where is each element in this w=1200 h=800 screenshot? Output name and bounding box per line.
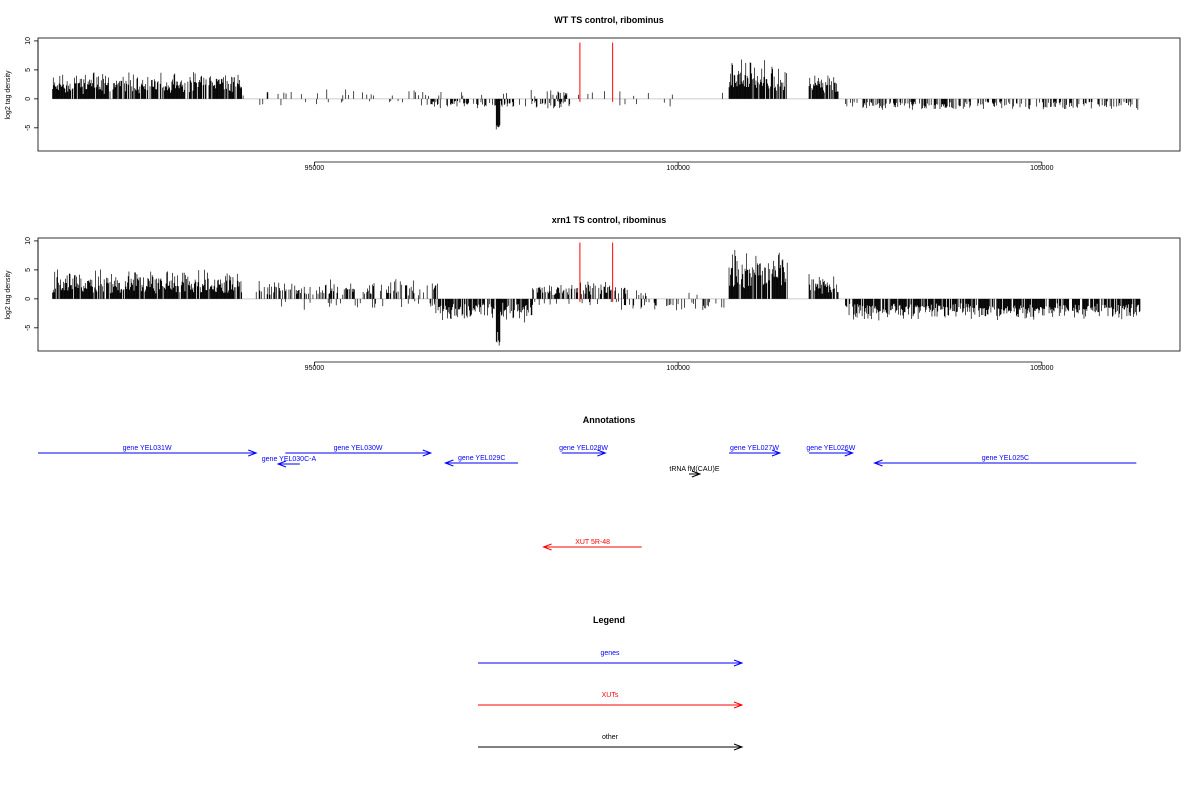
legend-label-0: genes	[600, 650, 620, 657]
xrn1-signal-region-3	[430, 298, 533, 323]
legend-title: Legend	[593, 615, 625, 625]
annotation-arrow-5	[689, 470, 702, 478]
xrn1-y-tick-label-0: -5	[25, 325, 32, 331]
annotation-label-2: gene YEL030W	[334, 445, 383, 452]
annotation-label-6: gene YEL027W	[730, 445, 779, 452]
wt-track-title: WT TS control, ribominus	[554, 15, 664, 25]
annotation-label-4: gene YEL028W	[559, 445, 608, 452]
xrn1-x-axis: 95000 100000 105000	[305, 361, 1054, 372]
xrn1-x-tick-label-2: 105000	[1030, 365, 1053, 372]
annotation-arrow-0	[38, 449, 258, 457]
legend-arrow-1	[478, 701, 744, 709]
annotation-arrow-4	[561, 449, 607, 457]
annotation-label-7: gene YEL026W	[806, 445, 855, 452]
xrn1-signal-region-9	[728, 250, 788, 299]
annotation-label-8: gene YEL025C	[982, 455, 1029, 462]
wt-xut-markers	[579, 42, 614, 102]
wt-y-tick-label-0: -5	[25, 125, 32, 131]
wt-x-tick-label-1: 100000	[666, 165, 689, 172]
xrn1-track-panel: xrn1 TS control, ribominus log2 tag dens…	[5, 215, 1181, 372]
xrn1-signal-region-1	[255, 279, 438, 299]
annotation-arrow-8	[873, 459, 1137, 467]
xrn1-signal-region-8	[636, 290, 698, 299]
xrn1-x-tick-label-0: 95000	[305, 365, 325, 372]
xrn1-signal-region-11	[845, 298, 1141, 321]
xrn1-track-ylabel: log2 tag density	[5, 270, 12, 320]
xrn1-signal-region-10	[808, 274, 839, 299]
legend-arrow-2	[478, 743, 744, 751]
wt-signal-region-8	[569, 98, 671, 107]
xrn1-signal-region-5	[532, 281, 628, 299]
wt-track-panel: WT TS control, ribominus log2 tag densit…	[5, 15, 1181, 172]
wt-x-tick-label-0: 95000	[305, 165, 325, 172]
wt-y-tick-label-3: 10	[25, 37, 32, 45]
wt-x-axis: 95000 100000 105000	[305, 161, 1054, 172]
legend-label-1: XUTs	[602, 692, 619, 699]
xrn1-signal-region-0	[52, 269, 243, 299]
wt-signal-region-7	[578, 91, 673, 99]
xrn1-xut-markers	[579, 242, 614, 302]
annotations-title: Annotations	[583, 415, 636, 425]
annotation-arrow-7	[809, 449, 855, 457]
xrn1-y-tick-label-3: 10	[25, 237, 32, 245]
wt-signal-region-3	[430, 98, 570, 109]
wt-signal-region-6	[546, 91, 568, 99]
xrn1-track-title: xrn1 TS control, ribominus	[552, 215, 667, 225]
annotation-arrow-3	[443, 459, 519, 467]
legend-arrow-0	[478, 659, 744, 667]
annotation-features: gene YEL031W gene YEL030C-A gene YEL030W ge…	[38, 445, 1137, 551]
annotation-arrow-1	[276, 460, 300, 468]
annotation-label-0: gene YEL031W	[123, 445, 172, 452]
xrn1-signal-bars	[52, 250, 1141, 346]
wt-y-tick-label-2: 5	[25, 68, 32, 72]
annotation-label-9: XUT 5R-48	[575, 539, 610, 546]
wt-signal-region-5	[495, 98, 501, 130]
wt-signal-region-10	[728, 59, 787, 99]
wt-y-axis: -5 0 5 10	[25, 37, 39, 131]
wt-signal-region-2	[259, 98, 428, 106]
xrn1-signal-region-2	[281, 298, 435, 310]
legend-panel: Legend genes XUTs other	[478, 615, 744, 751]
wt-signal-region-0	[52, 72, 243, 99]
legend-items: genes XUTs other	[478, 650, 744, 751]
wt-y-tick-label-1: 0	[25, 97, 32, 101]
wt-x-tick-label-2: 105000	[1030, 165, 1053, 172]
annotation-label-3: gene YEL029C	[458, 455, 505, 462]
wt-signal-region-12	[808, 75, 839, 99]
annotation-label-1: gene YEL030C-A	[262, 456, 317, 463]
wt-track-ylabel: log2 tag density	[5, 70, 12, 120]
annotation-arrow-2	[285, 449, 433, 457]
wt-signal-bars	[52, 59, 1140, 130]
xrn1-signal-region-4	[495, 298, 501, 346]
wt-signal-region-4	[438, 89, 565, 99]
xrn1-y-tick-label-1: 0	[25, 297, 32, 301]
xrn1-signal-region-7	[629, 298, 725, 311]
wt-signal-region-1	[242, 89, 429, 99]
xrn1-x-tick-label-1: 100000	[666, 365, 689, 372]
annotation-arrow-6	[729, 449, 782, 457]
annotation-arrow-9	[542, 543, 642, 551]
xrn1-signal-region-6	[534, 298, 627, 310]
xrn1-y-tick-label-2: 5	[25, 268, 32, 272]
legend-label-2: other	[602, 734, 619, 741]
annotation-label-5: tRNA fM(CAU)E	[669, 466, 720, 473]
wt-plot-frame	[37, 37, 1181, 152]
wt-signal-region-13	[845, 98, 1139, 110]
xrn1-y-axis: -5 0 5 10	[25, 237, 39, 331]
